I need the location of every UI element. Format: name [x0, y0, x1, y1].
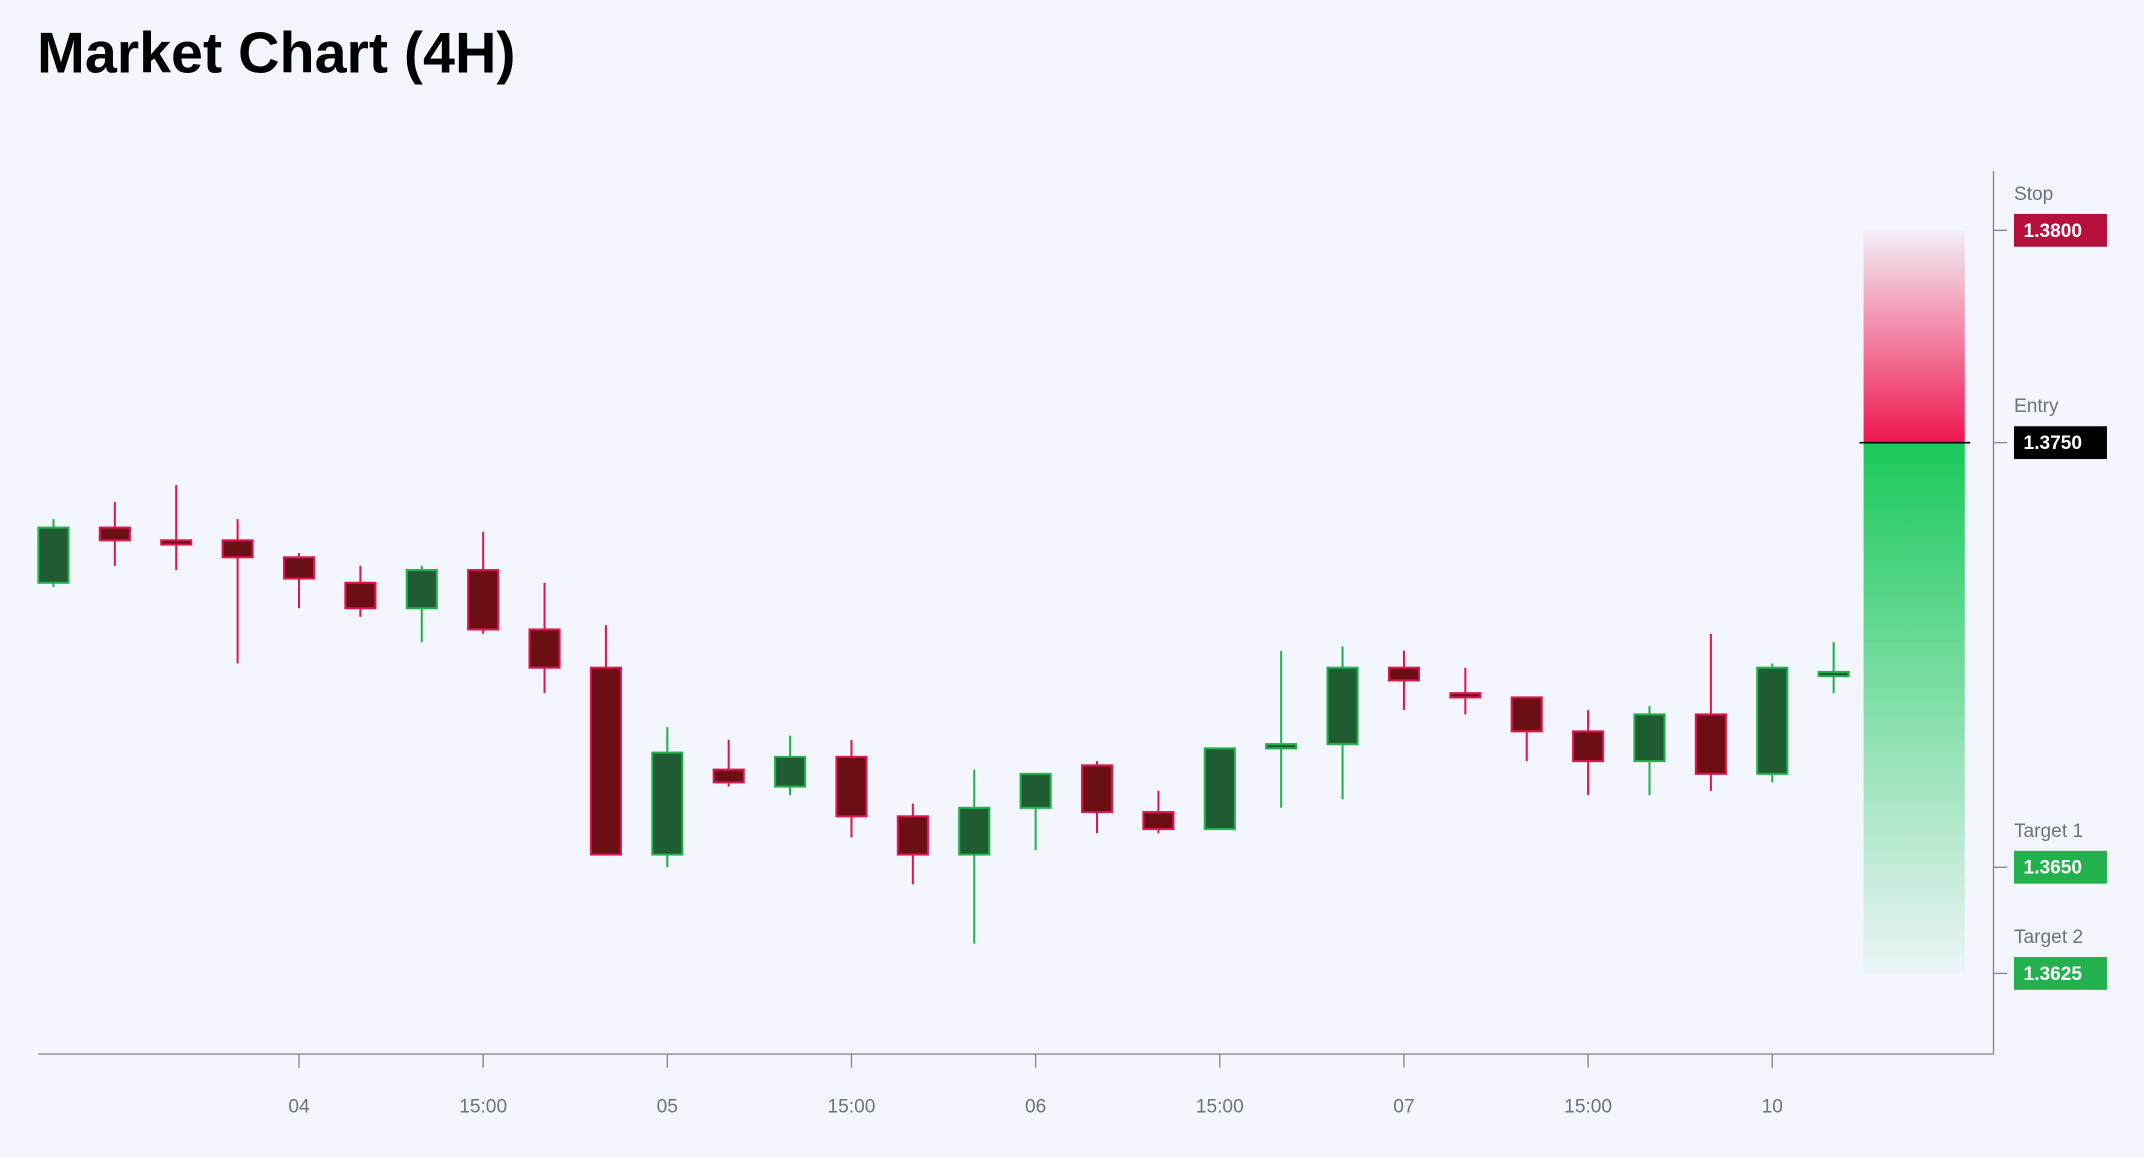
candle-body: [1694, 713, 1727, 775]
candle-body: [528, 628, 561, 669]
level-name: Target 2: [2014, 927, 2083, 948]
level-box: [2013, 426, 2107, 460]
candle-body: [1019, 772, 1052, 809]
candle-body: [344, 581, 377, 610]
candle-body: [1510, 696, 1543, 733]
candle-body: [1080, 764, 1114, 814]
level-name: Target 1: [2014, 821, 2083, 842]
candle-body: [37, 526, 70, 584]
level-label: 1.3800: [2024, 221, 2082, 242]
chart-title: Market Chart (4H): [37, 22, 515, 86]
x-tick-label: 10: [1762, 1096, 1783, 1117]
level-label: 1.3750: [2024, 433, 2082, 454]
level-name: Entry: [2014, 396, 2059, 417]
x-tick-label: 15:00: [828, 1096, 876, 1117]
x-tick-label: 05: [657, 1096, 678, 1117]
level-label: 1.3650: [2024, 858, 2082, 879]
candle-body: [774, 755, 807, 788]
candle-body: [1633, 713, 1666, 763]
candle-body: [651, 751, 684, 856]
candle-body: [1265, 743, 1298, 750]
level-label: 1.3625: [2024, 964, 2083, 985]
candle-body: [958, 806, 991, 856]
candle-body: [589, 666, 622, 856]
candle-body: [282, 556, 316, 580]
candle-body: [1449, 692, 1482, 699]
level-box: [2013, 213, 2107, 247]
candle-body: [1142, 811, 1175, 831]
candle-body: [1572, 730, 1605, 763]
candle-body: [835, 755, 868, 818]
candle-body: [896, 815, 929, 856]
candle-body: [467, 569, 500, 631]
x-tick-label: 06: [1025, 1096, 1046, 1117]
candle-body: [160, 539, 193, 546]
level-box: [2013, 957, 2107, 990]
candle-body: [1387, 666, 1421, 682]
x-tick-label: 15:00: [459, 1096, 507, 1117]
candle-body: [1203, 747, 1236, 831]
x-tick-label: 07: [1393, 1096, 1414, 1117]
candle-body: [221, 539, 254, 559]
candle-body: [1326, 666, 1359, 746]
reward-zone: [1863, 442, 1965, 974]
x-tick-label: 15:00: [1564, 1096, 1612, 1117]
candle-body: [712, 768, 745, 784]
x-tick-label: 04: [288, 1096, 310, 1117]
candle-body: [98, 526, 131, 542]
candle-body: [405, 569, 438, 610]
x-tick-label: 15:00: [1196, 1096, 1244, 1117]
level-name: Stop: [2014, 184, 2053, 205]
level-box: [2013, 850, 2107, 884]
candle-body: [1756, 666, 1789, 775]
risk-zone: [1863, 230, 1965, 443]
candle-body: [1817, 670, 1850, 678]
